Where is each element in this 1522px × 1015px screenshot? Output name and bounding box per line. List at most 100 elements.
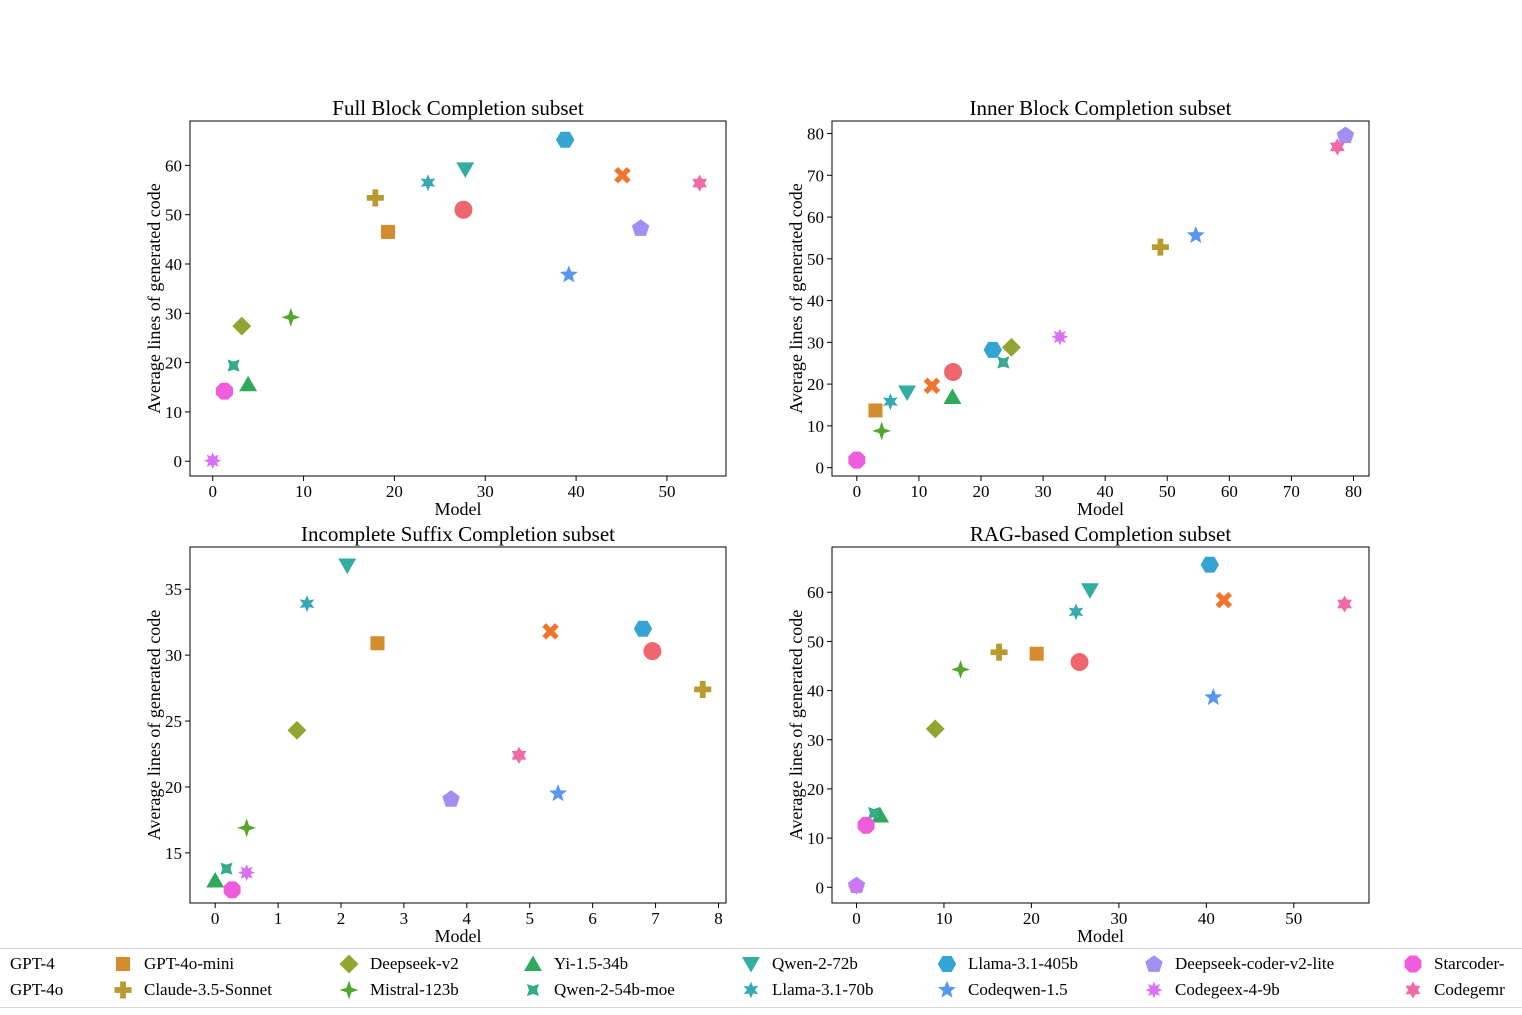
x-tick-label: 50 — [658, 482, 675, 501]
data-point-qwen-2-54b-moe — [997, 356, 1010, 369]
y-tick-label: 30 — [807, 731, 824, 750]
data-point-claude-3-5-sonnet — [990, 643, 1008, 661]
legend-marker — [1145, 981, 1163, 999]
subplot-title: RAG-based Completion subset — [970, 522, 1231, 546]
x-tick-label: 6 — [588, 909, 597, 928]
data-point-codegeex-4-9b — [204, 452, 222, 470]
legend-marker — [742, 957, 760, 973]
legend-marker-icon — [1145, 955, 1163, 972]
data-point-qwen-2-54b-moe — [220, 862, 233, 875]
x-tick-label: 30 — [1110, 909, 1127, 928]
data-point-codeqwen-1-5 — [1204, 688, 1223, 706]
x-tick-label: 1 — [274, 909, 283, 928]
plot-frame — [189, 546, 727, 904]
data-point-gpt-4 — [454, 200, 473, 219]
y-tick-label: 25 — [165, 712, 182, 731]
legend-label: Llama-3.1-70b — [772, 980, 874, 999]
x-tick-label: 7 — [651, 909, 660, 928]
legend-item: Codeqwen-1.5 — [936, 977, 1068, 1003]
legend-marker — [1405, 981, 1421, 999]
legend-item: GPT-4o — [10, 977, 63, 1003]
legend-label: Codeqwen-1.5 — [968, 980, 1068, 999]
data-point-claude-3-5-sonnet — [1151, 238, 1169, 256]
legend-item: Mistral-123b — [338, 977, 459, 1003]
x-tick-label: 50 — [1159, 482, 1176, 501]
y-tick-label: 15 — [165, 844, 182, 863]
data-point-gpt-4o — [1215, 591, 1233, 609]
data-point-llama-3-1-70b — [1068, 603, 1084, 621]
subplot-title: Inner Block Completion subset — [970, 96, 1232, 120]
x-axis-label: Model — [1077, 499, 1124, 519]
legend-marker-icon — [339, 954, 359, 974]
legend-marker-icon — [114, 981, 132, 999]
subplot-2: Inner Block Completion subset 0 10 20 30 40 50… — [786, 96, 1370, 519]
legend-marker-icon — [743, 981, 759, 999]
legend-label: Qwen-2-54b-moe — [554, 980, 675, 999]
y-tick-label: 20 — [165, 354, 182, 373]
x-tick-label: 40 — [1097, 482, 1114, 501]
data-point-llama-3-1-70b — [299, 595, 315, 613]
x-tick-label: 50 — [1285, 909, 1302, 928]
x-tick-label: 3 — [400, 909, 409, 928]
data-point-mistral-123b — [237, 818, 257, 838]
legend-marker — [339, 954, 359, 974]
data-point-starcoder — [848, 451, 866, 469]
data-point-deepseek-v2 — [232, 316, 252, 336]
y-tick-label: 0 — [816, 459, 825, 478]
data-point-qwen-2-72b — [456, 162, 475, 178]
y-tick-label: 40 — [807, 292, 824, 311]
y-tick-label: 10 — [807, 829, 824, 848]
data-point-qwen-2-72b — [338, 558, 357, 575]
data-point-codegeex-4-9b — [847, 877, 866, 895]
data-point-llama-3-1-70b — [882, 393, 898, 411]
data-point-claude-3-5-sonnet — [694, 680, 712, 698]
y-tick-label: 60 — [807, 583, 824, 602]
legend-label: Deepseek-coder-v2-lite — [1175, 954, 1335, 973]
data-point-deepseek-coder-v2-lite — [631, 219, 650, 236]
legend-item: Llama-3.1-70b — [740, 977, 874, 1003]
y-tick-label: 80 — [807, 125, 824, 144]
subplot-title: Full Block Completion subset — [332, 96, 584, 120]
legend-marker — [1404, 955, 1422, 973]
data-point-starcoder — [223, 881, 241, 899]
data-point-gpt-4 — [643, 642, 662, 661]
data-point-starcoder — [216, 382, 233, 400]
data-point-qwen-2-54b-moe — [227, 359, 240, 372]
y-tick-label: 20 — [807, 780, 824, 799]
y-tick-label: 10 — [165, 403, 182, 422]
data-point-gpt-4o — [614, 166, 631, 184]
legend-marker-icon — [524, 955, 542, 971]
legend-marker-icon — [937, 956, 957, 972]
x-tick-label: 10 — [935, 909, 952, 928]
y-axis-label: Average lines of generated code — [144, 183, 164, 414]
legend-marker-icon — [938, 980, 956, 998]
y-tick-label: 60 — [807, 208, 824, 227]
y-tick-label: 30 — [807, 333, 824, 352]
y-tick-label: 10 — [807, 417, 824, 436]
legend-item: Deepseek-v2 — [338, 951, 459, 977]
legend-marker — [937, 956, 957, 972]
x-tick-label: 40 — [1198, 909, 1215, 928]
data-point-codeqwen-1-5 — [559, 265, 578, 283]
x-tick-label: 5 — [525, 909, 534, 928]
plot-frame — [189, 120, 727, 477]
plot-frame — [831, 546, 1370, 904]
data-point-gpt-4 — [1070, 653, 1089, 672]
data-point-yi-1-5-34b — [239, 375, 258, 392]
x-tick-label: 8 — [714, 909, 723, 928]
x-tick-label: 30 — [1035, 482, 1052, 501]
x-axis-label: Model — [435, 926, 482, 946]
legend-item: Claude-3.5-Sonnet — [112, 977, 272, 1003]
x-tick-label: 10 — [910, 482, 927, 501]
legend-item: Qwen-2-54b-moe — [522, 977, 675, 1003]
data-point-gpt-4o — [923, 377, 941, 395]
y-tick-label: 50 — [165, 206, 182, 225]
legend-label: Codegemr — [1434, 980, 1505, 999]
y-tick-label: 30 — [165, 646, 182, 665]
y-axis-label: Average lines of generated code — [786, 183, 806, 414]
x-tick-label: 80 — [1345, 482, 1362, 501]
legend-label: Yi-1.5-34b — [554, 954, 629, 973]
data-point-qwen-2-72b — [1081, 583, 1099, 599]
y-tick-label: 30 — [165, 304, 182, 323]
